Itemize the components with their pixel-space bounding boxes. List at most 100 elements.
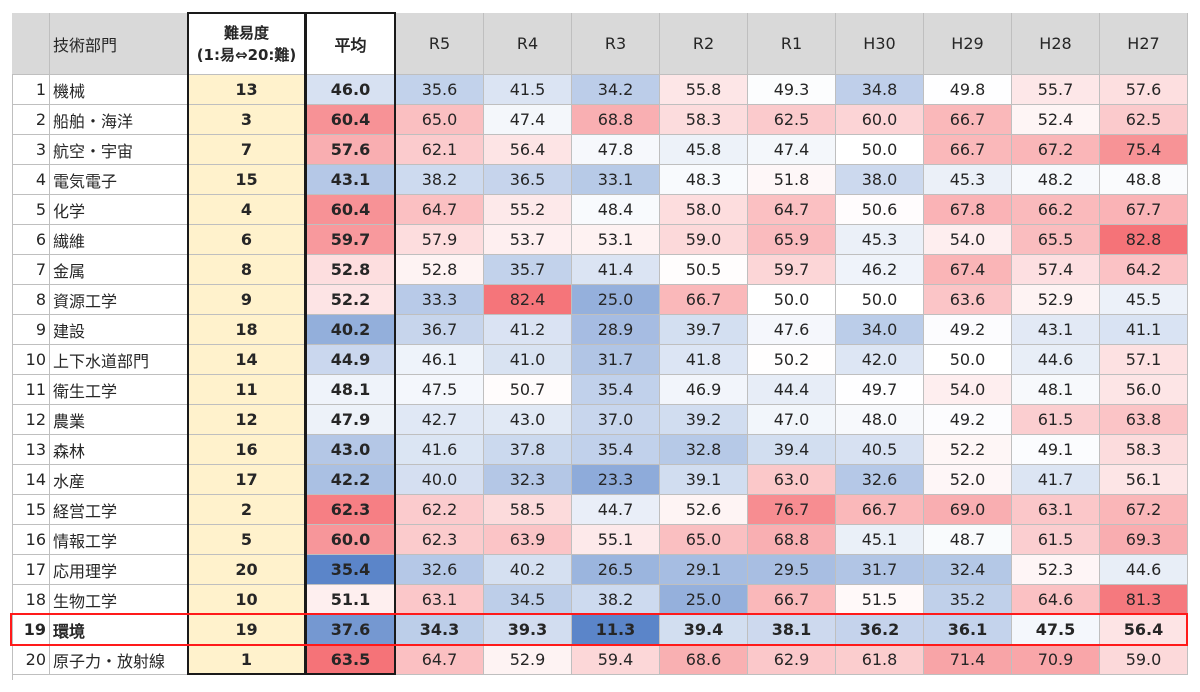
score-cell: 45.8 [660,135,748,165]
score-cell: 49.2 [924,405,1012,435]
score-cell: 48.2 [1012,165,1100,195]
score-cell: 64.6 [1012,585,1100,615]
score-cell: 62.1 [396,135,484,165]
score-cell: 45.3 [836,225,924,255]
score-cell: 46.2 [836,255,924,285]
score-cell: 68.8 [572,105,660,135]
row-number: 18 [12,585,50,615]
score-cell: 59.7 [748,255,836,285]
department-name: 化学 [50,195,188,225]
score-cell: 56.4 [484,135,572,165]
average-score: 57.6 [306,135,396,165]
score-cell: 50.5 [660,255,748,285]
score-cell: 52.2 [924,435,1012,465]
score-cell: 67.8 [924,195,1012,225]
score-cell: 34.5 [484,585,572,615]
department-name: 電気電子 [50,165,188,195]
score-cell: 66.7 [660,285,748,315]
header-year-h29: H29 [924,13,1012,75]
score-cell: 34.8 [836,75,924,105]
score-cell: 29.5 [748,555,836,585]
score-cell: 69.3 [1100,525,1188,555]
score-cell: 50.0 [836,285,924,315]
score-cell: 65.9 [748,225,836,255]
score-cell: 48.0 [836,405,924,435]
score-cell: 48.1 [1012,375,1100,405]
row-number: 20 [12,645,50,675]
difficulty-rank: 13 [188,75,306,105]
difficulty-rank: 3 [188,105,306,135]
score-cell: 62.2 [396,495,484,525]
average-score: 40.2 [306,315,396,345]
score-cell: 67.4 [924,255,1012,285]
average-score: 46.0 [306,75,396,105]
score-cell: 46.9 [660,375,748,405]
score-cell: 36.2 [836,615,924,645]
difficulty-rank: 19 [188,615,306,645]
score-cell: 64.2 [1100,255,1188,285]
score-cell: 67.2 [1012,135,1100,165]
score-cell: 49.1 [1012,435,1100,465]
score-cell: 39.1 [660,465,748,495]
row-number: 8 [12,285,50,315]
score-cell: 52.0 [924,465,1012,495]
score-cell: 61.5 [1012,525,1100,555]
average-score: 43.1 [306,165,396,195]
score-cell: 35.6 [396,75,484,105]
score-cell: 75.4 [1100,135,1188,165]
score-cell: 35.7 [484,255,572,285]
score-cell: 58.5 [484,495,572,525]
score-cell: 41.8 [660,345,748,375]
score-cell: 37.0 [572,405,660,435]
header-year-r3: R3 [572,13,660,75]
row-number: 10 [12,345,50,375]
score-cell: 41.7 [1012,465,1100,495]
score-cell: 56.4 [1100,615,1188,645]
score-cell: 57.6 [1100,75,1188,105]
score-cell: 82.4 [484,285,572,315]
score-cell: 63.1 [1012,495,1100,525]
score-cell: 59.0 [660,225,748,255]
score-cell: 51.8 [748,165,836,195]
department-name: 環境 [50,615,188,645]
department-name: 原子力・放射線 [50,645,188,675]
department-name: 農業 [50,405,188,435]
score-cell: 38.1 [748,615,836,645]
score-cell: 36.1 [924,615,1012,645]
score-cell: 50.7 [484,375,572,405]
difficulty-rank: 9 [188,285,306,315]
score-cell: 47.5 [1012,615,1100,645]
header-average: 平均 [306,13,396,75]
score-cell: 57.4 [1012,255,1100,285]
score-cell: 65.0 [396,105,484,135]
average-score: 44.9 [306,345,396,375]
score-cell: 55.1 [572,525,660,555]
row-number: 2 [12,105,50,135]
department-name: 金属 [50,255,188,285]
score-cell: 41.5 [484,75,572,105]
score-cell: 41.6 [396,435,484,465]
average-score: 37.6 [306,615,396,645]
difficulty-rank: 10 [188,585,306,615]
average-score: 47.9 [306,405,396,435]
score-cell: 39.4 [660,615,748,645]
difficulty-rank: 7 [188,135,306,165]
score-cell: 35.4 [572,435,660,465]
score-cell: 45.3 [924,165,1012,195]
score-cell: 47.4 [748,135,836,165]
header-year-h30: H30 [836,13,924,75]
difficulty-rank: 14 [188,345,306,375]
header-year-r1: R1 [748,13,836,75]
score-cell: 41.2 [484,315,572,345]
score-cell: 67.7 [1100,195,1188,225]
score-cell: 42.0 [836,345,924,375]
row-number: 16 [12,525,50,555]
score-cell: 53.1 [572,225,660,255]
department-name: 生物工学 [50,585,188,615]
average-score: 51.1 [306,585,396,615]
score-cell: 64.7 [396,195,484,225]
header-department: 技術部門 [50,13,188,75]
score-cell: 11.3 [572,615,660,645]
difficulty-rank: 2 [188,495,306,525]
score-cell: 61.8 [836,645,924,675]
